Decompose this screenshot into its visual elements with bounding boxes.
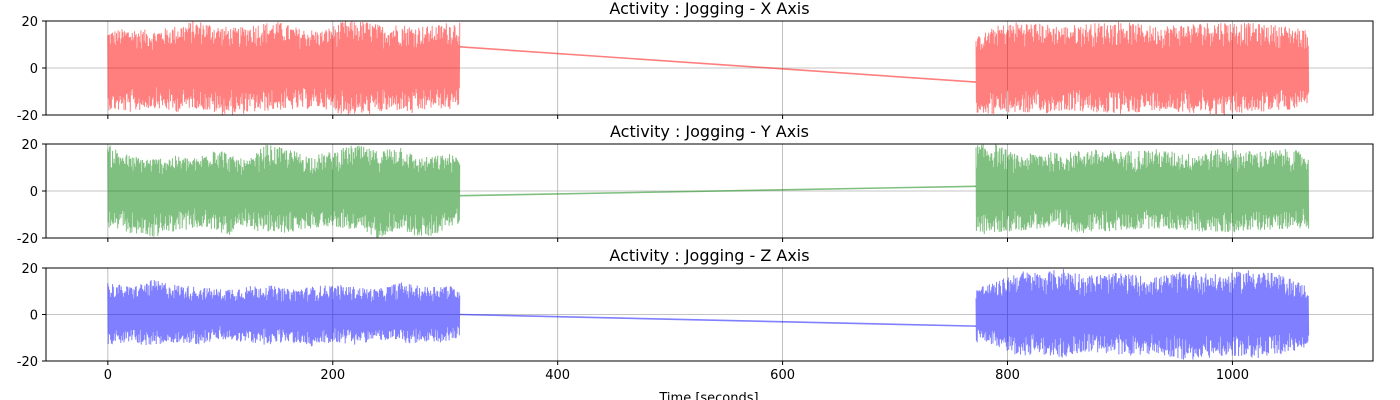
gap-connector-line (459, 313, 977, 327)
subplot-title: Activity : Jogging - Y Axis (610, 122, 809, 141)
signal-trace-segment-2 (975, 21, 1310, 115)
signal-series (107, 144, 1310, 238)
signal-series (107, 21, 1310, 115)
y-tick-label: 0 (30, 309, 38, 324)
signal-trace-segment-1 (107, 21, 461, 115)
y-tick-label: 20 (21, 15, 38, 30)
y-tick-label: -20 (17, 109, 38, 124)
x-tick-label: 1000 (1216, 368, 1249, 383)
x-tick-label: 800 (995, 368, 1020, 383)
subplot-title: Activity : Jogging - Z Axis (609, 246, 809, 265)
y-tick-label: 0 (30, 62, 38, 77)
gap-connector-line (459, 46, 977, 83)
signal-series (107, 269, 1310, 360)
signal-trace-segment-1 (107, 144, 461, 238)
gap-connector-line (459, 185, 977, 197)
x-tick-label: 200 (320, 368, 345, 383)
x-tick-label: 400 (545, 368, 570, 383)
y-tick-label: 0 (30, 185, 38, 200)
subplots: -20 0 20 Activity : Jogging - X Axis -20 0 20 A… (17, 0, 1374, 383)
x-tick-label: 0 (104, 368, 112, 383)
x-axis-label: Time [seconds] (658, 391, 758, 400)
signal-trace-segment-2 (975, 269, 1310, 360)
y-tick-label: 20 (21, 262, 38, 277)
x-tick-label: 600 (770, 368, 795, 383)
subplot-title: Activity : Jogging - X Axis (609, 0, 809, 18)
y-tick-label: -20 (17, 232, 38, 247)
signal-trace-segment-2 (975, 144, 1310, 235)
signal-trace-segment-1 (107, 280, 461, 347)
y-tick-label: 20 (21, 138, 38, 153)
y-tick-label: -20 (17, 355, 38, 370)
